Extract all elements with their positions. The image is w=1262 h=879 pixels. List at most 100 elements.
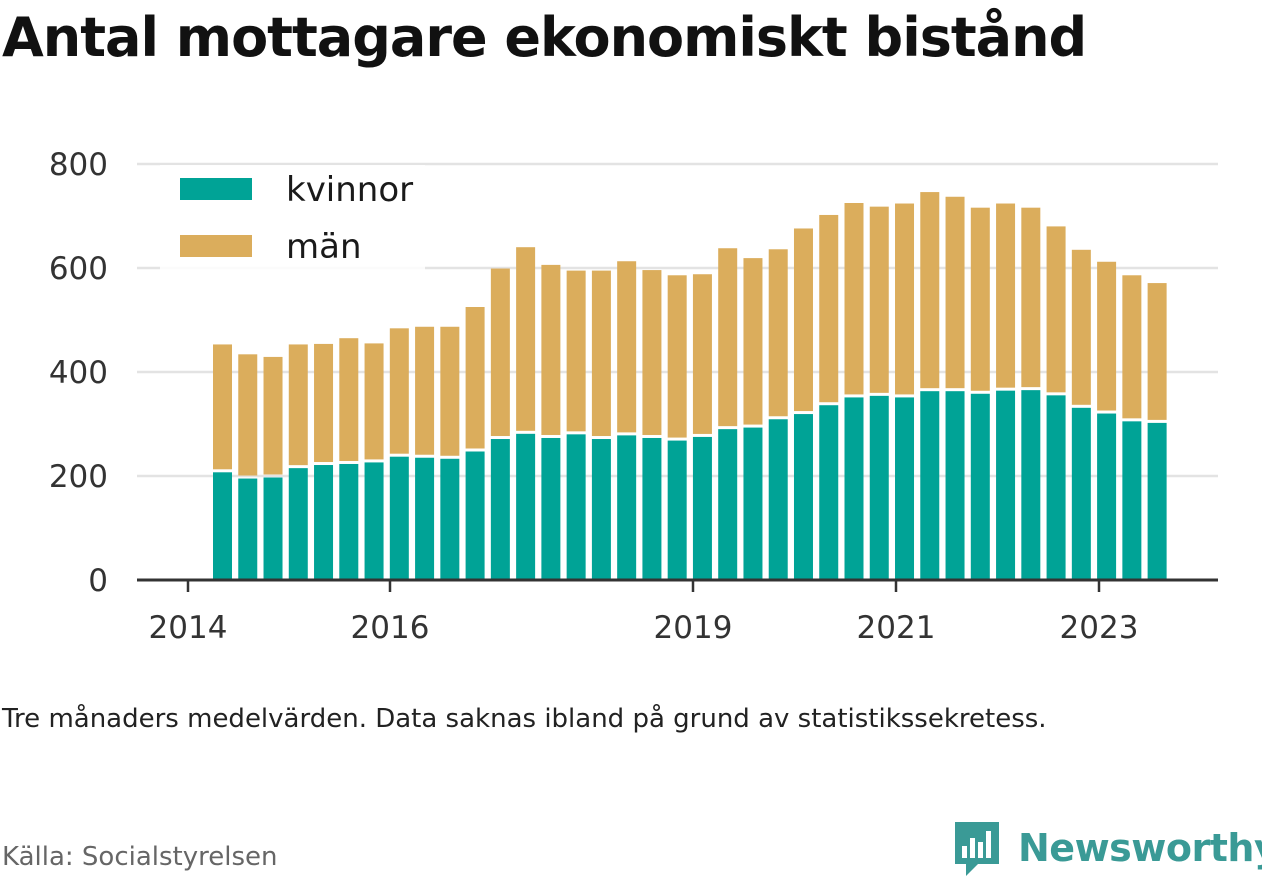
bar-man xyxy=(490,268,510,437)
legend-swatch-kvinnor xyxy=(180,178,252,200)
newsworthy-logo[interactable]: Newsworthy xyxy=(952,818,1262,878)
bar-kvinnor xyxy=(238,478,258,580)
bar-man xyxy=(743,258,763,425)
bar-kvinnor xyxy=(996,390,1016,580)
y-tick-label: 800 xyxy=(49,147,108,183)
bar-kvinnor xyxy=(1021,390,1041,580)
bar-kvinnor xyxy=(617,435,637,580)
bar-kvinnor xyxy=(1097,413,1117,580)
bar-kvinnor xyxy=(490,439,510,580)
bar-kvinnor xyxy=(793,414,813,580)
bar-kvinnor xyxy=(440,458,460,580)
y-tick-label: 400 xyxy=(49,355,108,391)
bar-kvinnor xyxy=(1147,422,1167,580)
bar-kvinnor xyxy=(768,419,788,580)
bar-kvinnor xyxy=(869,395,889,580)
bar-man xyxy=(389,328,409,454)
bar-man xyxy=(1122,275,1142,419)
bar-kvinnor xyxy=(541,437,561,580)
legend: kvinnor män xyxy=(160,165,425,275)
bar-man xyxy=(1147,283,1167,420)
bar-man xyxy=(844,203,864,395)
legend-label: kvinnor xyxy=(286,170,413,210)
bar-kvinnor xyxy=(263,477,283,580)
bar-kvinnor xyxy=(920,391,940,580)
bar-man xyxy=(516,247,536,431)
y-tick-label: 600 xyxy=(49,251,108,287)
bar-kvinnor xyxy=(1071,407,1091,580)
bar-man xyxy=(339,338,359,461)
bar-man xyxy=(895,203,915,395)
bar-kvinnor xyxy=(339,463,359,580)
y-tick-label: 200 xyxy=(49,459,108,495)
bar-man xyxy=(793,228,813,412)
newsworthy-logo-icon xyxy=(955,822,999,876)
legend-swatch-man xyxy=(180,235,252,257)
bar-man xyxy=(1071,249,1091,405)
bar-kvinnor xyxy=(288,468,308,580)
bar-kvinnor xyxy=(895,397,915,580)
x-tick-label: 2014 xyxy=(149,610,228,646)
bar-kvinnor xyxy=(1046,395,1066,580)
bar-kvinnor xyxy=(591,439,611,580)
bar-kvinnor xyxy=(364,462,384,580)
x-tick-label: 2019 xyxy=(654,610,733,646)
bar-kvinnor xyxy=(642,437,662,580)
bar-man xyxy=(869,206,889,393)
bar-man xyxy=(768,249,788,417)
chart-title: Antal mottagare ekonomiskt bistånd xyxy=(2,6,1087,69)
bar-man xyxy=(314,343,334,463)
source-label: Källa: Socialstyrelsen xyxy=(2,842,278,872)
bar-man xyxy=(996,203,1016,388)
y-axis-tick-labels: 0 200 400 600 800 xyxy=(49,147,108,599)
bar-man xyxy=(819,214,839,403)
bar-kvinnor xyxy=(566,434,586,580)
bar-kvinnor xyxy=(516,433,536,580)
bar-man xyxy=(440,326,460,456)
bar-kvinnor xyxy=(844,397,864,580)
bar-man xyxy=(945,196,965,389)
bar-man xyxy=(692,274,712,434)
bar-man xyxy=(1021,207,1041,388)
bar-man xyxy=(263,356,283,475)
bar-man xyxy=(970,207,990,391)
bar-kvinnor xyxy=(718,429,738,580)
bar-man xyxy=(364,343,384,460)
bar-kvinnor xyxy=(819,405,839,580)
bar-kvinnor xyxy=(415,457,435,580)
bar-kvinnor xyxy=(465,451,485,580)
bar-chart: 0 200 400 600 800 2014 2016 2019 2021 2023 kvinn… xyxy=(49,147,1218,646)
bar-man xyxy=(465,307,485,449)
brand-name: Newsworthy xyxy=(1018,826,1262,870)
x-axis-ticks: 2014 2016 2019 2021 2023 xyxy=(149,580,1139,646)
bar-kvinnor xyxy=(389,456,409,580)
y-tick-label: 0 xyxy=(88,563,108,599)
chart-note: Tre månaders medelvärden. Data saknas ib… xyxy=(2,704,1047,734)
legend-label: män xyxy=(286,227,362,267)
bar-man xyxy=(667,275,687,438)
bar-man xyxy=(566,270,586,432)
bar-series xyxy=(213,192,1167,580)
bar-man xyxy=(238,354,258,476)
bar-kvinnor xyxy=(970,393,990,580)
bar-man xyxy=(1046,226,1066,393)
bar-man xyxy=(591,270,611,437)
bar-man xyxy=(213,344,232,470)
bar-kvinnor xyxy=(1122,421,1142,580)
bar-kvinnor xyxy=(213,472,232,580)
bar-kvinnor xyxy=(692,436,712,580)
x-tick-label: 2016 xyxy=(351,610,430,646)
bar-man xyxy=(1097,261,1117,411)
bar-man xyxy=(718,248,738,427)
x-tick-label: 2021 xyxy=(857,610,936,646)
bar-kvinnor xyxy=(945,391,965,580)
bar-man xyxy=(415,326,435,455)
bar-man xyxy=(288,344,308,466)
x-tick-label: 2023 xyxy=(1060,610,1139,646)
bar-man xyxy=(920,192,940,389)
bar-man xyxy=(642,270,662,435)
bar-kvinnor xyxy=(314,465,334,580)
bar-kvinnor xyxy=(743,427,763,580)
bar-man xyxy=(541,264,561,435)
bar-kvinnor xyxy=(667,440,687,580)
